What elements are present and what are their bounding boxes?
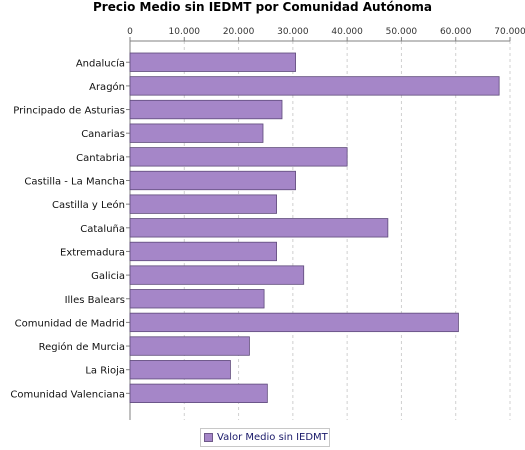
category-label: Cataluña — [80, 224, 125, 235]
x-tick-label: 0 — [127, 27, 133, 37]
bar — [129, 383, 268, 404]
bars — [129, 52, 500, 404]
category-labels: Andalucía Aragón Principado de Asturias Can… — [10, 57, 125, 400]
x-tick-label: 20.000 — [223, 27, 255, 37]
x-tick-label: 10.000 — [169, 27, 201, 37]
x-tick-label: 30.000 — [277, 27, 309, 37]
category-label: Aragón — [89, 81, 125, 93]
category-label: La Rioja — [85, 366, 125, 377]
category-label: Comunidad Valenciana — [10, 389, 125, 400]
category-label: Andalucía — [76, 57, 125, 69]
category-label: Canarias — [81, 129, 125, 140]
bar — [129, 312, 459, 333]
category-label: Principado de Asturias — [13, 106, 125, 117]
bar — [129, 170, 296, 191]
bar — [129, 265, 305, 285]
bar — [129, 289, 265, 309]
x-tick-labels: 0 10.000 20.000 30.000 40.000 50.000 60.000 70.… — [127, 27, 525, 37]
bar — [129, 336, 250, 356]
chart-title: Precio Medio sin IEDMT por Comunidad Aut… — [93, 0, 432, 14]
category-label: Galicia — [91, 271, 125, 282]
bar — [129, 360, 231, 380]
bar — [129, 123, 264, 143]
category-label: Cantabria — [76, 153, 125, 164]
category-label: Comunidad de Madrid — [15, 318, 125, 329]
category-label: Illes Balears — [65, 295, 125, 306]
bar — [129, 194, 277, 214]
category-label: Castilla - La Mancha — [24, 177, 125, 188]
x-tick-label: 60.000 — [440, 27, 472, 37]
category-label: Región de Murcia — [39, 341, 125, 353]
legend: Valor Medio sin IEDMT — [200, 428, 330, 447]
bar — [129, 99, 283, 120]
bar — [129, 52, 296, 72]
bar — [129, 241, 277, 262]
bar — [129, 218, 389, 238]
legend-label: Valor Medio sin IEDMT — [217, 432, 328, 443]
bar — [129, 76, 500, 96]
category-label: Castilla y León — [52, 199, 125, 211]
bar — [129, 147, 348, 167]
category-label: Extremadura — [60, 247, 125, 258]
x-tick-label: 70.000 — [494, 27, 525, 37]
x-tick-label: 50.000 — [386, 27, 418, 37]
x-tick-label: 40.000 — [331, 27, 363, 37]
legend-swatch — [204, 433, 213, 442]
